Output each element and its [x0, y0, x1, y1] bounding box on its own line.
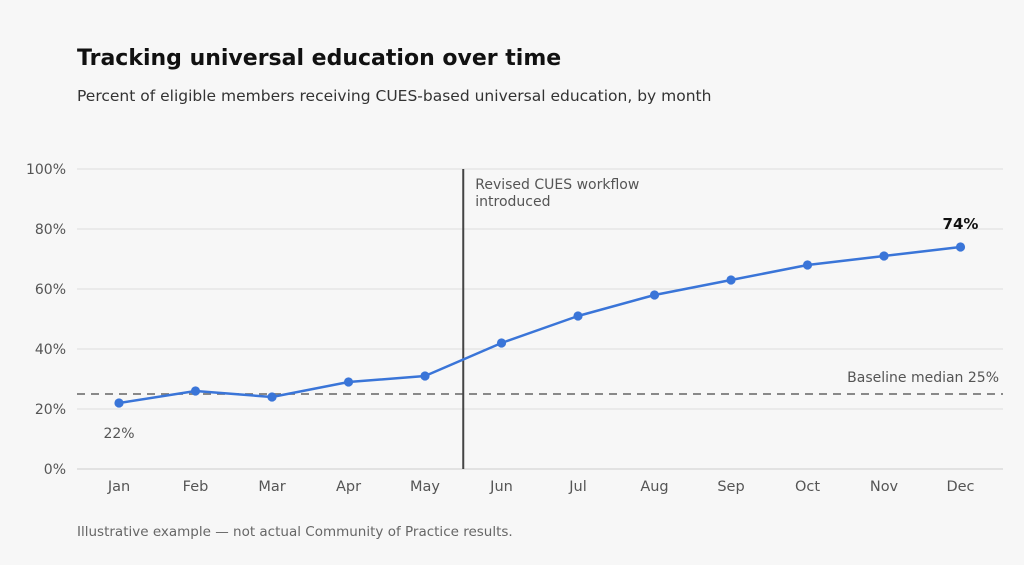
x-tick-label: Sep: [717, 479, 744, 495]
x-tick-label: Dec: [946, 479, 974, 495]
x-tick-label: Apr: [336, 479, 361, 495]
y-tick-label: 0%: [44, 462, 66, 478]
chart-subtitle: Percent of eligible members receiving CU…: [77, 87, 712, 105]
footnote: Illustrative example — not actual Commun…: [77, 524, 513, 540]
gridlines: [77, 168, 1003, 470]
intervention-label-line: introduced: [475, 194, 550, 210]
data-point: [420, 371, 430, 381]
x-tick-label: Jun: [489, 479, 513, 495]
annotations: 22% 74%: [103, 215, 978, 442]
reference-lines: Baseline median 25% Revised CUES workflow…: [77, 169, 1003, 469]
y-tick-label: 40%: [35, 342, 66, 358]
x-axis: Jan Feb Mar Apr May Jun Jul Aug Sep Oct Nov Dec: [107, 479, 975, 495]
intervention-label-line: Revised CUES workflow: [475, 177, 639, 193]
y-axis: 0% 20% 40% 60% 80% 100%: [26, 162, 66, 478]
data-point: [573, 311, 583, 321]
data-point: [267, 392, 277, 402]
intervention-label: Revised CUES workflow introduced: [475, 177, 639, 210]
x-tick-label: Nov: [870, 479, 899, 495]
x-tick-label: Feb: [183, 479, 209, 495]
x-tick-label: Jul: [568, 479, 587, 495]
data-point: [649, 290, 660, 300]
data-point: [114, 398, 124, 408]
series-layer: [114, 242, 966, 408]
x-tick-label: Aug: [640, 479, 668, 495]
data-point: [343, 377, 354, 387]
x-tick-label: Mar: [258, 479, 285, 495]
series-line: [118, 245, 961, 405]
data-point: [726, 275, 736, 285]
data-point: [955, 242, 966, 252]
baseline-label: Baseline median 25%: [847, 370, 999, 386]
data-point: [190, 386, 201, 396]
data-point: [879, 251, 889, 261]
data-point: [802, 260, 813, 270]
y-tick-label: 80%: [35, 222, 66, 238]
x-tick-label: Jan: [107, 479, 130, 495]
x-tick-label: May: [410, 479, 440, 495]
chart-title: Tracking universal education over time: [77, 46, 562, 71]
last-point-label: 74%: [943, 215, 979, 233]
first-point-label: 22%: [103, 426, 134, 442]
y-tick-label: 60%: [35, 282, 66, 298]
data-point: [496, 338, 507, 348]
y-tick-label: 100%: [26, 162, 66, 178]
x-tick-label: Oct: [795, 479, 820, 495]
y-tick-label: 20%: [35, 402, 66, 418]
